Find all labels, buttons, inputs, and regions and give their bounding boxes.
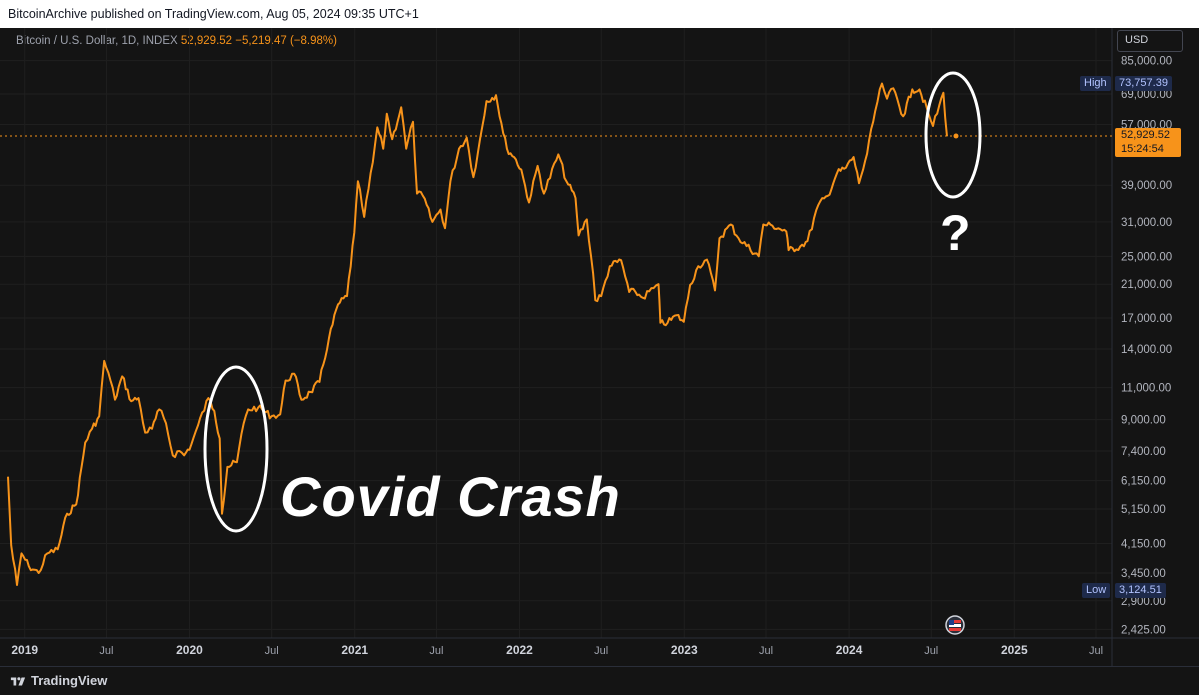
last-price-dot: [953, 133, 959, 139]
high-value: 73,757.39: [1115, 76, 1172, 91]
y-tick-label: 5,150.00: [1121, 504, 1166, 516]
covid-crash-annotation: Covid Crash: [280, 465, 621, 528]
y-tick-label: 21,000.00: [1121, 279, 1172, 291]
low-value: 3,124.51: [1115, 583, 1166, 598]
x-tick-label: 2019: [11, 643, 38, 657]
x-tick-label: Jul: [759, 645, 773, 657]
y-tick-label: 3,450.00: [1121, 568, 1166, 580]
covid-crash-circle: [203, 365, 269, 533]
x-tick-label: Jul: [265, 645, 279, 657]
current-price-value: 52,929.52: [1121, 129, 1170, 141]
recent-drop-circle: [924, 71, 982, 199]
gridlines: [0, 28, 1199, 666]
x-tick-label: Jul: [924, 645, 938, 657]
y-tick-label: 31,000.00: [1121, 217, 1172, 229]
y-tick-label: 2,900.00: [1121, 596, 1166, 608]
last-price: 52,929.52: [180, 35, 233, 47]
y-tick-label: 85,000.00: [1121, 56, 1172, 68]
x-axis: 2019 Jul 2020 Jul 2021 Jul 2022 Jul 2023 Jul 2024 J…: [11, 643, 1103, 657]
published-bar: BitcoinArchive published on TradingView.…: [0, 0, 1199, 28]
currency-label: USD: [1125, 34, 1149, 46]
y-tick-label: 17,000.00: [1121, 313, 1172, 325]
x-tick-label: Jul: [594, 645, 608, 657]
x-tick-label: 2023: [671, 643, 698, 657]
y-tick-label: 7,400.00: [1121, 446, 1166, 458]
x-tick-label: Jul: [99, 645, 113, 657]
y-tick-label: 4,150.00: [1121, 538, 1166, 550]
candle-countdown: 15:24:54: [1121, 143, 1164, 155]
low-label: Low: [1082, 583, 1111, 598]
question-annotation: ?: [940, 205, 971, 261]
symbol-name: Bitcoin / U.S. Dollar, 1D, INDEX: [16, 35, 178, 47]
tradingview-brand[interactable]: TradingView: [31, 673, 108, 688]
y-tick-label: 25,000.00: [1121, 251, 1172, 263]
x-tick-label: Jul: [429, 645, 443, 657]
tradingview-logo-icon[interactable]: [10, 674, 26, 688]
footer-bar: TradingView: [0, 666, 1199, 695]
y-tick-label: 11,000.00: [1121, 383, 1171, 395]
x-tick-label: Jul: [1089, 645, 1103, 657]
x-tick-label: 2020: [176, 643, 203, 657]
y-tick-label: 6,150.00: [1121, 476, 1166, 488]
high-label: High: [1080, 76, 1111, 91]
x-tick-label: 2024: [836, 643, 863, 657]
flag-icon[interactable]: [945, 615, 965, 635]
x-tick-label: 2025: [1001, 643, 1028, 657]
price-series-line: [7, 82, 948, 586]
y-tick-label: 14,000.00: [1121, 344, 1172, 356]
current-price-tag: 52,929.52 15:24:54: [1115, 128, 1181, 157]
x-tick-label: 2022: [506, 643, 533, 657]
y-tick-label: 39,000.00: [1121, 180, 1172, 192]
published-text: BitcoinArchive published on TradingView.…: [8, 7, 419, 21]
y-tick-label: 2,425.00: [1121, 624, 1166, 636]
x-tick-label: 2021: [341, 643, 368, 657]
y-tick-label: 9,000.00: [1121, 415, 1166, 427]
currency-button[interactable]: USD: [1117, 30, 1183, 52]
chart-panel[interactable]: [0, 28, 1199, 666]
symbol-legend[interactable]: Bitcoin / U.S. Dollar, 1D, INDEX 52,929.…: [16, 35, 337, 47]
price-change: −5,219.47 (−8.98%): [235, 35, 337, 47]
y-tick-label: 69,000.00: [1121, 89, 1172, 101]
